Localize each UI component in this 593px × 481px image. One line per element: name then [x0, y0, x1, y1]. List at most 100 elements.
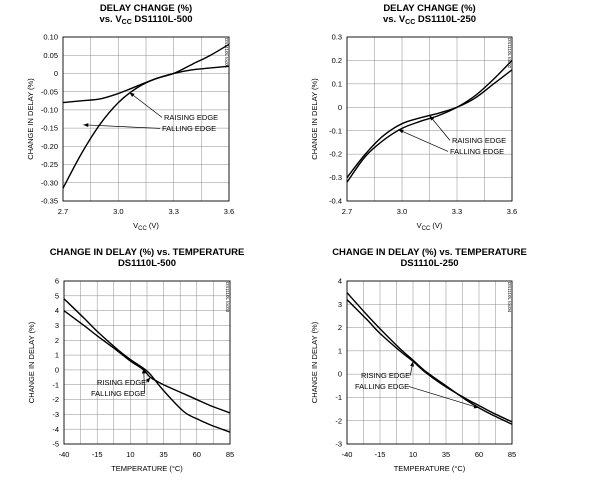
x-tick-label: 85 — [508, 450, 516, 459]
y-tick-label: -4 — [52, 425, 59, 434]
y-tick-label: -0.20 — [41, 142, 58, 151]
annotation-label: RISING EDGE — [361, 371, 410, 380]
series-line-rising-edge — [346, 69, 513, 179]
annotation-label: RAISING EDGE — [164, 113, 218, 122]
y-tick-label: 3 — [55, 321, 59, 330]
y-tick-label: -0.05 — [41, 87, 58, 96]
plot-frame — [62, 36, 230, 202]
y-tick-label: 3 — [338, 300, 342, 309]
series-line-rising-edge — [63, 310, 231, 414]
y-tick-label: -5 — [52, 440, 59, 449]
y-tick-label: 0 — [338, 103, 342, 112]
series-line-falling-edge — [346, 292, 513, 425]
annotation-arrowhead — [83, 123, 89, 128]
x-tick-label: -15 — [92, 450, 103, 459]
y-tick-label: 0 — [54, 69, 58, 78]
y-tick-label: 2 — [55, 336, 59, 345]
annotation-label: FALLING EDGE — [162, 124, 216, 133]
y-tick-label: -0.3 — [329, 173, 342, 182]
x-tick-label: -40 — [59, 450, 70, 459]
x-tick-label: 3.6 — [224, 207, 234, 216]
annotation-arrowhead — [473, 404, 479, 409]
y-tick-label: 6 — [55, 277, 59, 286]
y-tick-label: 0.2 — [332, 56, 342, 65]
y-tick-label: -0.35 — [41, 197, 58, 206]
grid — [347, 37, 512, 201]
y-tick-label: -1 — [335, 393, 342, 402]
annotation-leader — [408, 386, 480, 409]
chart-title-line-1: DELAY CHANGE (%) — [100, 3, 192, 14]
chart-title-line-2: DS1110L-250 — [400, 258, 458, 269]
series-line-rising-edge — [346, 299, 513, 423]
chart-title-line-1: DELAY CHANGE (%) — [383, 3, 475, 14]
y-tick-label: 0.3 — [332, 33, 342, 42]
figure-code: DS1110L toc01 — [224, 38, 229, 69]
x-tick-label: 35 — [159, 450, 167, 459]
plot-frame — [63, 280, 231, 445]
y-axis-label: CHANGE IN DELAY (%) — [26, 78, 35, 160]
y-tick-label: -0.4 — [329, 197, 342, 206]
figure-code: DS1110L toc02 — [507, 38, 512, 69]
y-tick-label: 0 — [55, 366, 59, 375]
y-axis-label: CHANGE IN DELAY (%) — [310, 321, 319, 403]
annotation-label: FALLING EDGE — [91, 389, 145, 398]
y-tick-label: 4 — [55, 306, 59, 315]
annotation-leader — [429, 115, 451, 141]
y-tick-label: -2 — [335, 416, 342, 425]
y-tick-label: -0.2 — [329, 150, 342, 159]
series-line-falling-edge — [63, 298, 231, 433]
y-tick-label: 4 — [338, 277, 342, 286]
x-axis-label: VCC (V) — [417, 221, 443, 232]
annotation-arrowhead — [145, 377, 151, 383]
plot-frame — [346, 36, 513, 202]
grid — [64, 281, 230, 444]
chart-4: CHANGE IN DELAY (%) vs. TEMPERATUREDS111… — [310, 247, 527, 473]
y-tick-label: 0.1 — [332, 79, 342, 88]
x-tick-label: -40 — [342, 450, 353, 459]
y-tick-label: -1 — [52, 380, 59, 389]
y-tick-label: 1 — [338, 346, 342, 355]
x-tick-label: 3.6 — [507, 207, 517, 216]
annotation-label: RAISING EDGE — [452, 136, 506, 145]
chart-title-line-2: DS1110L-500 — [118, 258, 176, 269]
y-tick-label: -0.1 — [329, 126, 342, 135]
annotation-arrowhead — [141, 368, 146, 374]
x-tick-label: 2.7 — [58, 207, 68, 216]
annotation-arrowhead — [429, 115, 435, 121]
chart-title-line-1: CHANGE IN DELAY (%) vs. TEMPERATURE — [50, 247, 245, 258]
figure-code: DS1110L toc03 — [225, 282, 230, 313]
x-tick-label: -15 — [375, 450, 386, 459]
y-tick-label: 5 — [55, 291, 59, 300]
y-tick-label: -3 — [335, 440, 342, 449]
x-tick-label: 60 — [193, 450, 201, 459]
figure-code: DS1110L toc04 — [507, 282, 512, 313]
chart-title-line-2: vs. VCC DS1110L-250 — [383, 14, 476, 26]
x-tick-label: 3.3 — [452, 207, 462, 216]
chart-title-line-1: CHANGE IN DELAY (%) vs. TEMPERATURE — [332, 247, 527, 258]
series-line-falling-edge — [346, 59, 513, 183]
x-tick-label: 2.7 — [342, 207, 352, 216]
chart-3: CHANGE IN DELAY (%) vs. TEMPERATUREDS111… — [27, 247, 244, 473]
grid — [63, 37, 229, 201]
chart-1: DELAY CHANGE (%)vs. VCC DS1110L-500 0.10 0… — [26, 3, 234, 232]
x-tick-label: 10 — [126, 450, 134, 459]
y-tick-label: -0.30 — [41, 178, 58, 187]
y-tick-label: 2 — [338, 323, 342, 332]
x-tick-label: 85 — [226, 450, 234, 459]
y-axis-label: CHANGE IN DELAY (%) — [310, 78, 319, 160]
annotation-leader — [398, 129, 449, 152]
x-tick-label: 35 — [442, 450, 450, 459]
annotation-label: RISING EDGE — [97, 378, 146, 387]
series-line-falling-edge — [62, 43, 230, 189]
y-tick-label: 1 — [55, 351, 59, 360]
annotation-arrowhead — [410, 361, 415, 367]
x-axis-label: VCC (V) — [133, 221, 159, 232]
annotation-label: FALLING EDGE — [450, 147, 504, 156]
x-axis-label: TEMPERATURE (°C) — [394, 464, 466, 473]
annotation-leader — [83, 124, 161, 129]
annotation-arrowhead — [129, 92, 135, 98]
y-tick-label: -0.15 — [41, 124, 58, 133]
y-axis-label: CHANGE IN DELAY (%) — [27, 321, 36, 403]
y-tick-label: -0.25 — [41, 160, 58, 169]
